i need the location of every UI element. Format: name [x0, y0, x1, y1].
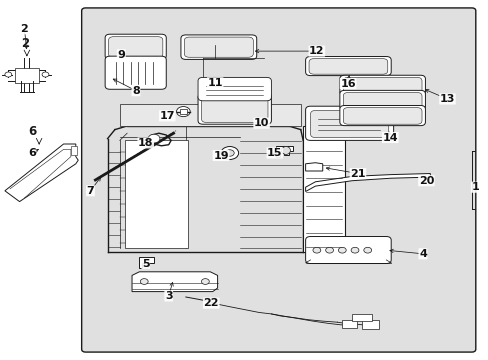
Text: 6: 6 [28, 125, 37, 138]
Circle shape [221, 147, 238, 159]
Ellipse shape [281, 147, 290, 154]
Circle shape [176, 107, 190, 117]
FancyBboxPatch shape [343, 93, 421, 109]
Polygon shape [132, 272, 217, 292]
Circle shape [325, 247, 333, 253]
FancyBboxPatch shape [184, 37, 253, 57]
Text: 19: 19 [213, 150, 228, 161]
FancyBboxPatch shape [105, 34, 166, 59]
FancyBboxPatch shape [310, 111, 388, 138]
Text: 14: 14 [382, 132, 397, 143]
Polygon shape [5, 144, 78, 202]
Bar [124, 140, 188, 248]
Text: 11: 11 [207, 78, 223, 88]
Polygon shape [305, 163, 322, 171]
Text: 16: 16 [340, 78, 355, 89]
FancyBboxPatch shape [201, 96, 267, 122]
Text: 4: 4 [418, 249, 426, 259]
Text: 18: 18 [138, 138, 153, 148]
Text: 12: 12 [308, 46, 324, 56]
Text: 20: 20 [418, 176, 433, 186]
Text: 9: 9 [117, 50, 125, 60]
Bar [351, 314, 371, 321]
FancyBboxPatch shape [339, 75, 425, 95]
FancyBboxPatch shape [181, 35, 256, 59]
FancyBboxPatch shape [308, 59, 387, 74]
Circle shape [42, 72, 49, 77]
FancyBboxPatch shape [105, 56, 166, 89]
Circle shape [338, 247, 346, 253]
FancyBboxPatch shape [343, 77, 421, 94]
FancyBboxPatch shape [339, 90, 425, 111]
Text: 7: 7 [86, 186, 94, 196]
FancyBboxPatch shape [305, 106, 393, 140]
FancyBboxPatch shape [343, 108, 421, 124]
Text: 17: 17 [159, 111, 175, 121]
FancyBboxPatch shape [81, 8, 475, 352]
Circle shape [363, 247, 371, 253]
Text: 13: 13 [439, 94, 454, 104]
Circle shape [225, 150, 234, 156]
Text: 15: 15 [266, 148, 282, 158]
Circle shape [140, 279, 148, 284]
Circle shape [201, 279, 209, 284]
Circle shape [5, 72, 12, 77]
Text: 2: 2 [20, 24, 28, 34]
Text: 10: 10 [253, 118, 269, 128]
Bar [303, 126, 344, 252]
FancyBboxPatch shape [198, 94, 271, 124]
FancyBboxPatch shape [339, 105, 425, 126]
Polygon shape [305, 174, 429, 192]
Text: 21: 21 [349, 168, 365, 179]
Bar [120, 104, 300, 126]
FancyBboxPatch shape [108, 37, 163, 58]
FancyBboxPatch shape [198, 77, 271, 101]
Bar [15, 68, 39, 83]
Text: 6: 6 [28, 148, 36, 158]
Polygon shape [139, 257, 154, 268]
FancyBboxPatch shape [305, 237, 390, 264]
Circle shape [148, 134, 160, 143]
Circle shape [312, 247, 320, 253]
FancyBboxPatch shape [305, 57, 390, 76]
Text: 5: 5 [142, 258, 149, 269]
Bar [180, 109, 186, 114]
Circle shape [350, 247, 358, 253]
Text: 8: 8 [132, 86, 140, 96]
Text: 2: 2 [21, 37, 29, 50]
Text: 1: 1 [470, 182, 478, 192]
Bar [342, 320, 356, 328]
Bar [71, 146, 77, 155]
Bar [361, 320, 378, 329]
Polygon shape [276, 146, 293, 157]
Text: 3: 3 [164, 291, 172, 301]
Text: 22: 22 [203, 298, 219, 308]
